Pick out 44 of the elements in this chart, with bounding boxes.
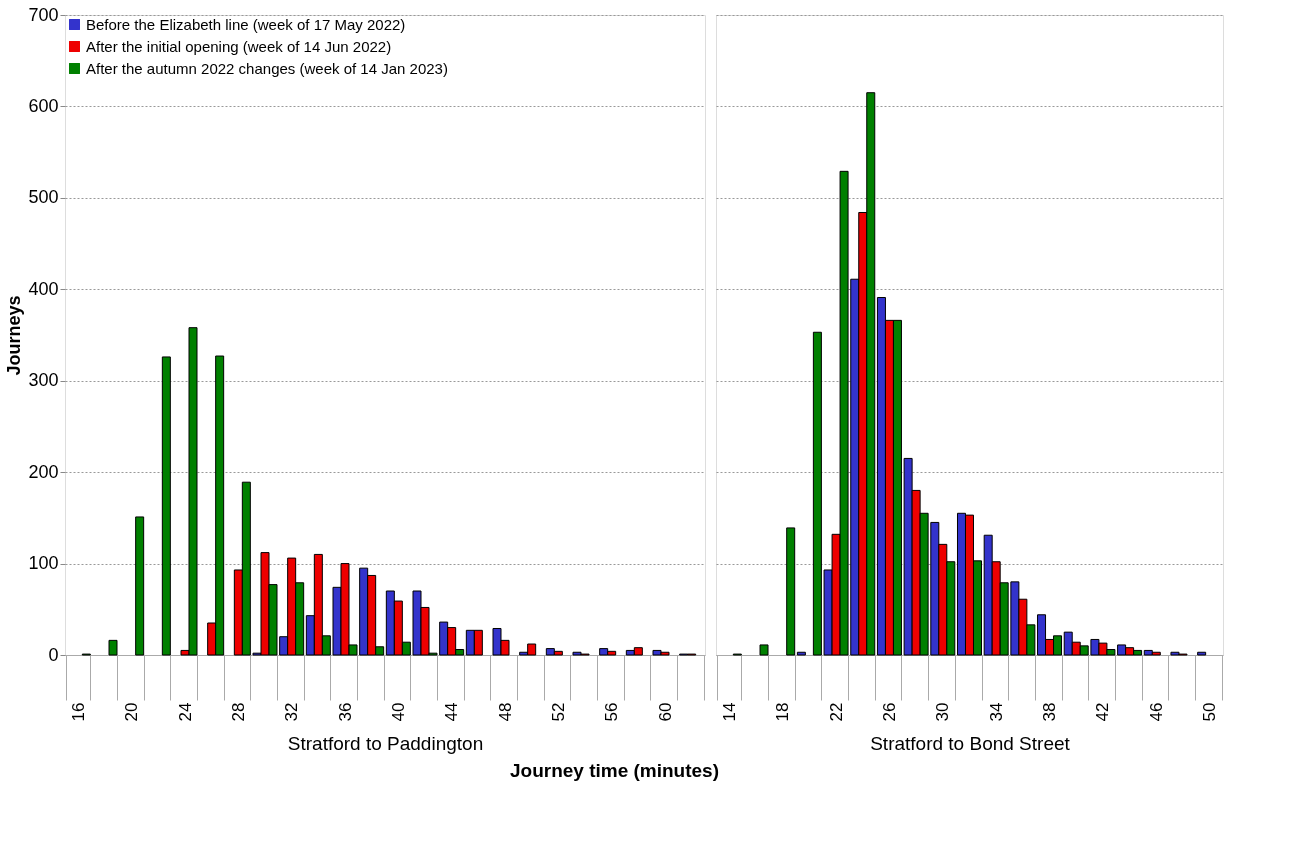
x-tick-label: 60 <box>655 702 675 722</box>
x-tick-label: 18 <box>773 702 793 722</box>
x-tick-label: 44 <box>442 702 462 722</box>
y-tick-label: 200 <box>28 461 59 482</box>
legend-label: Before the Elizabeth line (week of 17 May 2022) <box>86 15 406 33</box>
legend-label: After the initial opening (week of 14 Jun 2022) <box>86 37 392 55</box>
legend-label: After the autumn 2022 changes (week of 14 Jan 2023) <box>86 59 448 77</box>
x-tick-label: 40 <box>388 702 408 722</box>
x-tick-label: 16 <box>68 702 88 722</box>
x-tick-label: 46 <box>1146 702 1166 722</box>
y-axis-title: Journeys <box>4 295 25 376</box>
x-tick-label: 42 <box>1093 702 1113 722</box>
x-tick-label: 52 <box>548 702 568 722</box>
text: Journey time (minutes) <box>509 760 720 782</box>
bar <box>796 651 806 656</box>
bar <box>135 516 145 656</box>
bar <box>1197 651 1207 656</box>
x-tick-label: 56 <box>602 702 622 722</box>
x-axis-title: Stratford to Bond Street <box>870 733 1071 755</box>
x-tick-label: 36 <box>335 702 355 722</box>
bar <box>759 644 769 656</box>
x-tick-label: 26 <box>879 702 899 722</box>
y-tick-label: 700 <box>28 4 59 25</box>
x-tick-label: 48 <box>495 702 515 722</box>
y-tick-label: 300 <box>28 370 59 391</box>
y-tick-label: 500 <box>28 187 59 208</box>
x-tick-label: 38 <box>1040 702 1060 722</box>
x-tick-label: 20 <box>122 702 142 722</box>
x-tick-label: 50 <box>1200 702 1220 722</box>
x-tick-label: 32 <box>282 702 302 722</box>
y-tick-label: 400 <box>28 278 59 299</box>
y-tick-label: 0 <box>48 644 59 665</box>
y-tick-label: 600 <box>28 95 59 116</box>
x-tick-label: 34 <box>986 702 1006 722</box>
x-tick-label: 14 <box>719 702 739 722</box>
y-tick-label: 100 <box>28 553 59 574</box>
bar <box>786 527 796 656</box>
x-tick-label: 28 <box>228 702 248 722</box>
bar <box>161 356 171 656</box>
bar <box>108 639 118 656</box>
x-tick-label: 22 <box>826 702 846 722</box>
x-axis-title: Stratford to Paddington <box>287 733 484 755</box>
x-tick-label: 24 <box>175 702 195 722</box>
x-tick-label: 30 <box>933 702 953 722</box>
